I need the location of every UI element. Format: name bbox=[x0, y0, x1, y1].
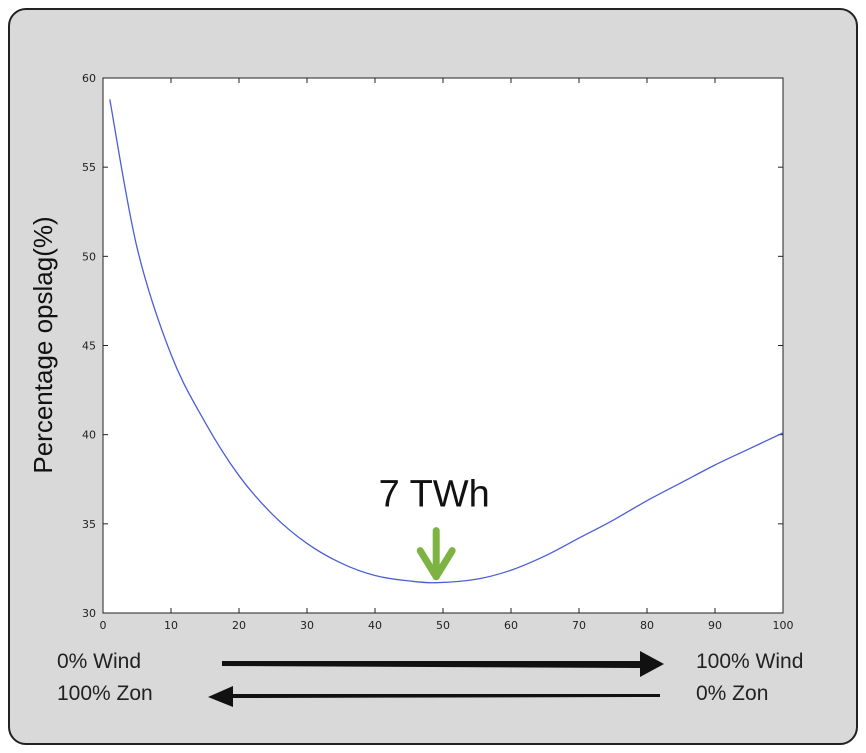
x-tick-label: 10 bbox=[164, 619, 178, 632]
x-tick-label: 70 bbox=[572, 619, 586, 632]
plot-area bbox=[102, 77, 784, 614]
y-tick-label: 55 bbox=[82, 161, 96, 174]
label-right-bottom: 0% Zon bbox=[696, 682, 769, 705]
arrow-right bbox=[222, 651, 664, 677]
arrow-left bbox=[208, 686, 660, 707]
series-line bbox=[109, 99, 784, 584]
x-tick-label: 40 bbox=[368, 619, 382, 632]
y-tick-label: 45 bbox=[82, 340, 96, 353]
x-tick-label: 60 bbox=[504, 619, 518, 632]
y-tick-label: 30 bbox=[82, 607, 96, 620]
x-tick-label: 80 bbox=[640, 619, 654, 632]
x-tick-label: 100 bbox=[773, 619, 794, 632]
label-right-top: 100% Wind bbox=[696, 650, 804, 673]
x-tick-label: 50 bbox=[436, 619, 450, 632]
y-tick-label: 50 bbox=[82, 250, 96, 263]
annotation-label: 7 TWh bbox=[379, 474, 490, 516]
y-axis-label: Percentage opslag(%) bbox=[28, 216, 58, 473]
label-left-top: 0% Wind bbox=[57, 650, 142, 673]
x-tick-label: 0 bbox=[100, 619, 107, 632]
x-tick-label: 20 bbox=[232, 619, 246, 632]
x-tick-label: 90 bbox=[708, 619, 722, 632]
annotation-arrow-head bbox=[416, 547, 456, 581]
x-tick-label: 30 bbox=[300, 619, 314, 632]
label-left-bottom: 100% Zon bbox=[57, 682, 153, 705]
y-tick-label: 40 bbox=[82, 429, 96, 442]
y-tick-label: 35 bbox=[82, 518, 96, 531]
y-tick-label: 60 bbox=[82, 72, 96, 85]
